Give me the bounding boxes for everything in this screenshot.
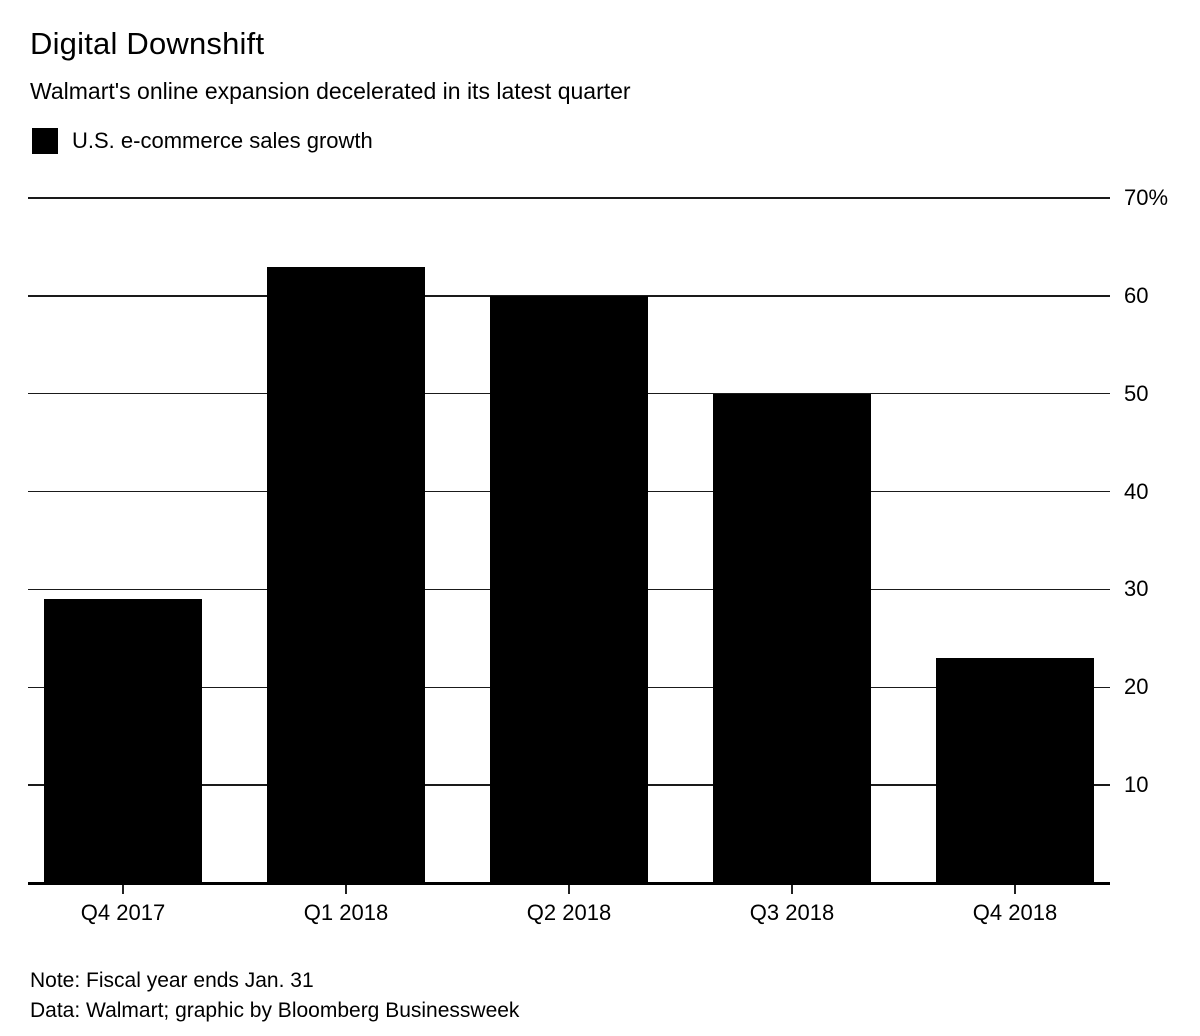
legend: U.S. e-commerce sales growth bbox=[32, 128, 373, 154]
bar bbox=[936, 657, 1094, 883]
legend-label: U.S. e-commerce sales growth bbox=[72, 128, 373, 153]
footnotes: Note: Fiscal year ends Jan. 31 Data: Wal… bbox=[30, 966, 519, 1026]
source-line: Data: Walmart; graphic by Bloomberg Busi… bbox=[30, 999, 520, 1022]
chart-subtitle: Walmart's online expansion decelerated i… bbox=[30, 78, 631, 104]
bar bbox=[267, 266, 425, 883]
y-axis-label: 70% bbox=[1124, 185, 1169, 210]
note-line: Note: Fiscal year ends Jan. 31 bbox=[30, 969, 314, 992]
x-axis-label: Q1 2018 bbox=[303, 900, 389, 925]
y-axis-label: 10 bbox=[1124, 772, 1149, 798]
x-axis-tick bbox=[568, 884, 570, 894]
x-axis-label: Q2 2018 bbox=[526, 900, 612, 925]
legend-swatch-icon bbox=[32, 128, 58, 154]
bar bbox=[713, 393, 871, 883]
y-axis-label: 30 bbox=[1124, 576, 1149, 602]
bar bbox=[490, 295, 648, 883]
y-axis-label: 50 bbox=[1124, 380, 1149, 406]
y-axis-label: 20 bbox=[1124, 674, 1149, 700]
y-axis-label: 40 bbox=[1124, 478, 1149, 504]
y-axis-label: 60 bbox=[1124, 282, 1149, 308]
gridline bbox=[28, 197, 1110, 199]
x-axis-baseline bbox=[28, 881, 1110, 885]
x-axis-tick bbox=[1014, 884, 1016, 894]
x-axis-label: Q4 2018 bbox=[972, 900, 1058, 925]
bar bbox=[44, 599, 202, 883]
chart-title: Digital Downshift bbox=[30, 26, 265, 61]
x-axis-label: Q4 2017 bbox=[80, 900, 166, 925]
x-axis-label: Q3 2018 bbox=[749, 900, 835, 925]
x-axis-tick bbox=[791, 884, 793, 894]
x-axis-tick bbox=[122, 884, 124, 894]
x-axis-tick bbox=[345, 884, 347, 894]
